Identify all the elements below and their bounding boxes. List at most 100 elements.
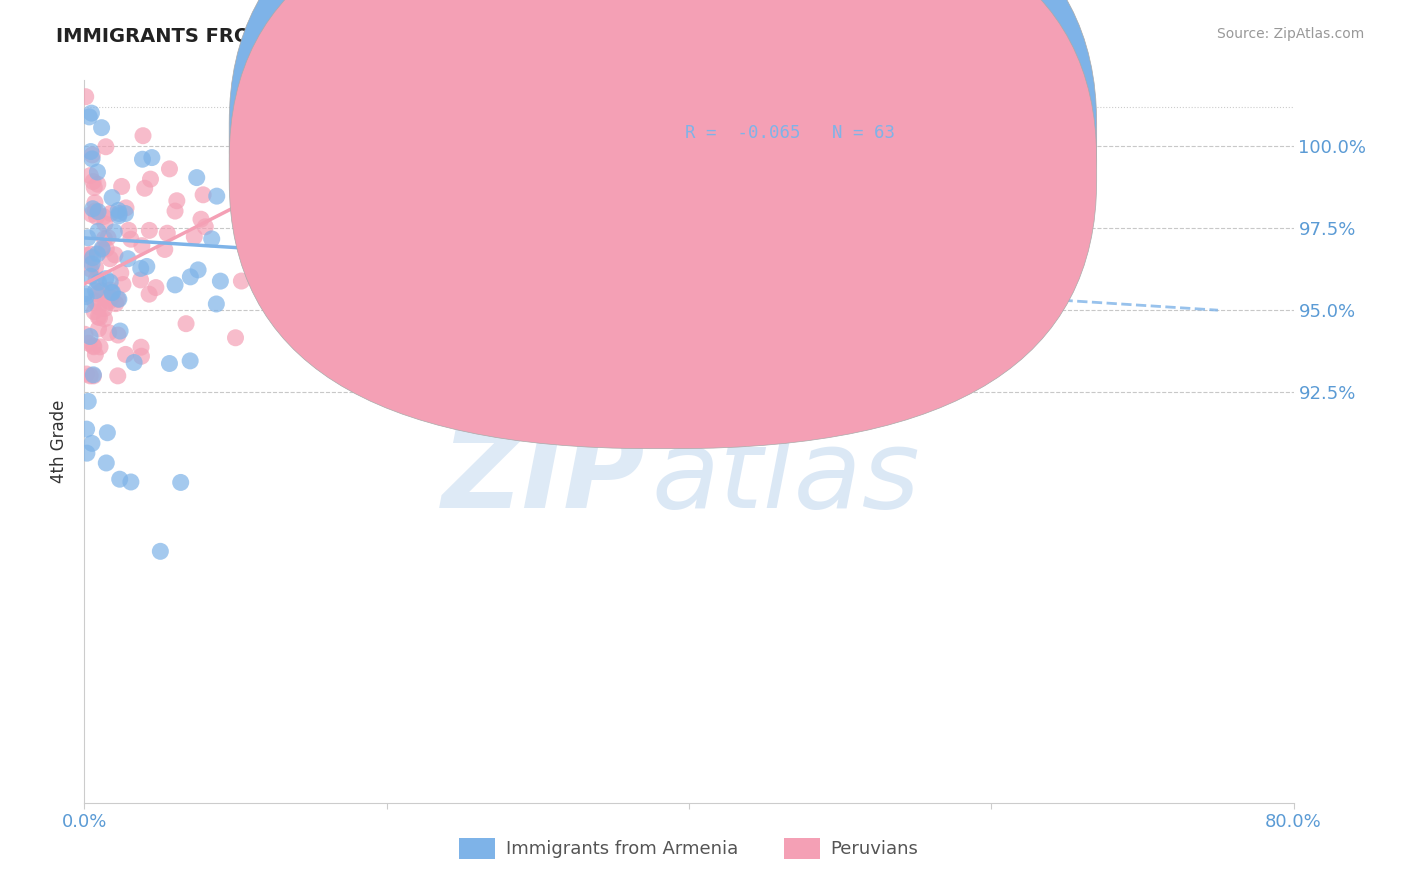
Point xyxy=(84,348,107,362)
Point xyxy=(138,287,160,301)
Point xyxy=(80,106,103,120)
Point xyxy=(315,89,337,103)
Point xyxy=(90,284,112,298)
Point xyxy=(86,286,108,301)
Point xyxy=(375,263,398,277)
Point xyxy=(100,291,122,305)
Point xyxy=(96,425,118,440)
Point xyxy=(80,436,103,450)
Point xyxy=(138,223,160,237)
Point xyxy=(86,210,108,224)
Point xyxy=(187,263,209,277)
Point xyxy=(191,187,214,202)
Point xyxy=(86,247,108,261)
Point xyxy=(84,260,107,275)
Point xyxy=(166,194,188,208)
Point xyxy=(159,161,181,176)
Point xyxy=(87,310,110,324)
Point xyxy=(75,290,97,304)
Point xyxy=(153,243,176,257)
Point xyxy=(225,331,247,345)
Point xyxy=(89,340,111,354)
Point xyxy=(83,293,105,308)
Point xyxy=(114,347,136,361)
Point xyxy=(98,283,121,297)
Point xyxy=(108,206,131,220)
Point xyxy=(98,252,121,266)
Point xyxy=(108,324,131,338)
Point xyxy=(122,355,145,369)
Point xyxy=(83,340,105,354)
Point xyxy=(91,243,114,257)
Point xyxy=(80,152,103,166)
Point xyxy=(82,175,104,189)
Point xyxy=(170,475,193,490)
Point xyxy=(254,270,277,285)
Point xyxy=(139,172,162,186)
Point xyxy=(115,201,138,215)
Point xyxy=(98,294,121,309)
Point xyxy=(77,110,100,124)
Point xyxy=(131,349,153,363)
Point xyxy=(111,277,134,292)
Point xyxy=(156,226,179,240)
Point xyxy=(79,368,101,383)
Point xyxy=(94,271,117,285)
Point xyxy=(96,456,118,470)
Text: R =  -0.065   N = 63: R = -0.065 N = 63 xyxy=(685,124,894,142)
Point xyxy=(96,242,118,256)
Point xyxy=(77,336,100,351)
Point xyxy=(82,368,104,383)
Point xyxy=(103,225,125,239)
Point xyxy=(231,191,253,205)
Point xyxy=(77,394,100,409)
Point xyxy=(100,285,122,300)
Point xyxy=(141,151,163,165)
Point xyxy=(80,207,103,221)
Point xyxy=(76,231,98,245)
Point xyxy=(194,219,217,234)
Point xyxy=(87,178,110,192)
Point xyxy=(111,179,134,194)
Text: ZIP: ZIP xyxy=(441,425,645,531)
Point xyxy=(107,368,129,383)
Point xyxy=(87,275,110,289)
Point xyxy=(79,262,101,277)
Point xyxy=(100,206,122,220)
Point xyxy=(93,210,115,224)
Point xyxy=(110,266,132,280)
Point xyxy=(231,274,253,288)
Point xyxy=(183,229,205,244)
Point xyxy=(114,206,136,220)
Point xyxy=(190,212,212,227)
Point xyxy=(108,472,131,486)
Point xyxy=(90,120,112,135)
Point xyxy=(205,189,228,203)
Point xyxy=(159,357,181,371)
Point xyxy=(75,89,97,103)
Point xyxy=(179,269,201,284)
Point xyxy=(79,329,101,343)
Point xyxy=(82,339,104,353)
Point xyxy=(145,280,167,294)
Point xyxy=(82,368,104,382)
Point xyxy=(79,169,101,183)
Point xyxy=(149,544,172,558)
Point xyxy=(132,128,155,143)
Point xyxy=(97,230,120,244)
Point xyxy=(75,297,97,311)
Text: IMMIGRANTS FROM ARMENIA VS PERUVIAN 4TH GRADE CORRELATION CHART: IMMIGRANTS FROM ARMENIA VS PERUVIAN 4TH … xyxy=(56,27,905,45)
Point xyxy=(346,314,368,328)
Point xyxy=(76,367,98,381)
Point xyxy=(101,190,124,204)
Point xyxy=(186,170,208,185)
Point xyxy=(76,422,98,436)
Point xyxy=(107,328,129,343)
Point xyxy=(76,248,98,262)
Point xyxy=(80,257,103,271)
Point xyxy=(83,180,105,194)
Point xyxy=(285,89,308,103)
Point xyxy=(242,163,264,178)
Point xyxy=(94,217,117,231)
Point xyxy=(93,301,115,316)
